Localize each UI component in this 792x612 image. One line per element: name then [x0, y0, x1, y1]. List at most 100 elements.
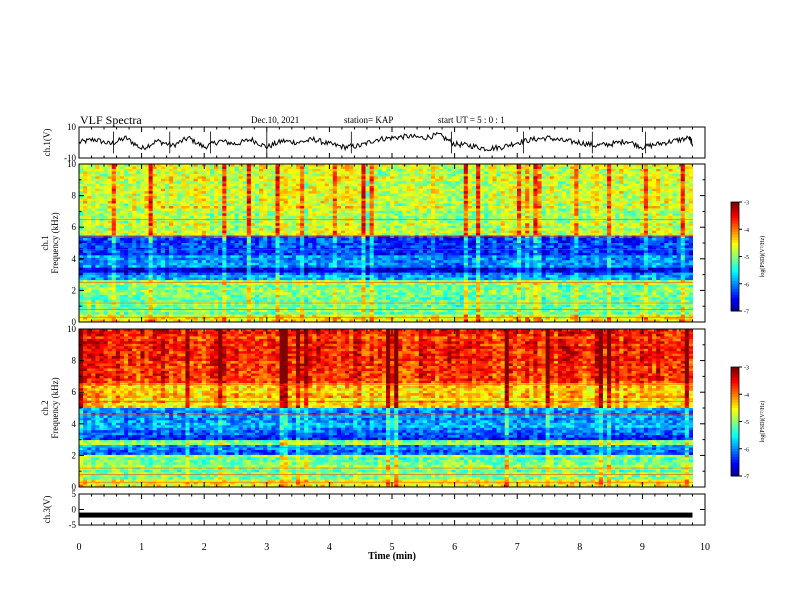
spec-y-tick-label: 4	[72, 419, 77, 429]
colorbar-segment	[731, 375, 739, 379]
colorbar-segment	[731, 302, 739, 307]
date-label: Dec.10, 2021	[251, 115, 300, 125]
ch3-y-tick-label: -5	[69, 520, 77, 530]
spec-y-tick-label: 0	[72, 317, 77, 327]
x-tick-label: 4	[327, 542, 332, 553]
ylabel-channel: ch.1	[40, 235, 50, 250]
colorbar-segment	[731, 294, 739, 298]
colorbar-segment	[731, 429, 739, 433]
colorbar-segment	[731, 440, 739, 444]
colorbar-segment	[731, 473, 739, 477]
ch1-spectrogram-cells	[79, 164, 694, 323]
colorbar-segment	[731, 369, 739, 373]
colorbar-segment	[731, 283, 739, 287]
colorbar-segment	[731, 202, 739, 206]
colorbar-segment	[731, 305, 739, 309]
x-axis-label: Time (min)	[368, 551, 416, 562]
colorbar-label: log(PSD)(V²/Hz)	[759, 236, 766, 277]
colorbar-tick-label: -4	[744, 228, 749, 234]
colorbar-segment	[731, 297, 739, 301]
ch1-frequency-ylabel: ch.1Frequency (kHz)	[40, 212, 60, 273]
colorbar-segment	[731, 432, 739, 436]
ch3-y-tick-label: 0	[72, 505, 77, 515]
x-tick-label: 9	[640, 542, 645, 553]
colorbar-segment	[731, 407, 739, 412]
x-tick-label: 7	[515, 542, 520, 553]
colorbar-segment	[731, 272, 739, 277]
ylabel-channel: ch.2	[40, 400, 50, 415]
colorbar-segment	[731, 388, 739, 393]
colorbar-segment	[731, 448, 739, 452]
spec-y-tick-label: 2	[72, 450, 77, 460]
ylabel-frequency: Frequency (kHz)	[50, 377, 60, 438]
colorbar-tick-label: -6	[744, 282, 749, 288]
colorbar-segment	[731, 215, 739, 219]
spec-y-tick-label: 8	[72, 356, 77, 366]
colorbar-segment	[731, 462, 739, 466]
ch1-voltage-series	[78, 131, 693, 152]
colorbar-segment	[731, 281, 739, 285]
spec-y-tick-label: 6	[72, 387, 77, 397]
colorbar-segment	[731, 372, 739, 376]
ylabel-frequency: Frequency (kHz)	[50, 212, 60, 273]
colorbar-segment	[731, 229, 739, 233]
colorbar-segment	[731, 286, 739, 290]
colorbar-segment	[731, 446, 739, 450]
colorbar-segment	[731, 443, 739, 447]
colorbar-segment	[731, 416, 739, 420]
colorbar-segment	[731, 470, 739, 474]
spec-y-tick-label: 6	[72, 222, 77, 232]
panels-layer	[78, 131, 739, 518]
x-tick-label: 0	[77, 542, 82, 553]
ch2-frequency-ylabel: ch.2Frequency (kHz)	[40, 377, 60, 438]
colorbar-tick-label: -7	[744, 475, 749, 481]
colorbar-segment	[731, 399, 739, 403]
colorbar-segment	[731, 459, 739, 463]
x-tick-label: 10	[700, 542, 710, 553]
colorbar-segment	[731, 289, 739, 293]
x-tick-label: 2	[202, 542, 207, 553]
colorbar-segment	[731, 245, 739, 249]
x-tick-label: 8	[577, 542, 582, 553]
colorbar-segment	[731, 226, 739, 230]
colorbar-segment	[731, 437, 739, 442]
colorbar-segment	[731, 251, 739, 255]
station-label: station= KAP	[344, 115, 394, 125]
colorbar-segment	[731, 218, 739, 222]
x-tick-label: 6	[452, 542, 457, 553]
ch2-spectrogram-cells	[79, 329, 694, 488]
colorbar-segment	[731, 394, 739, 398]
colorbar-segment	[731, 454, 739, 458]
x-tick-label: 3	[264, 542, 269, 553]
ch1-y-tick-label: 10	[67, 122, 77, 132]
colorbar-segment	[731, 256, 739, 260]
colorbar-segment	[731, 237, 739, 241]
spec-y-tick-label: 4	[72, 254, 77, 264]
ch3-voltage-series	[79, 512, 693, 518]
no-data-strip	[693, 164, 705, 322]
colorbar-segment	[731, 261, 739, 266]
chart-title: VLF Spectra	[80, 113, 142, 127]
ch1-voltage-ylabel: ch.1(V)	[42, 129, 52, 157]
colorbar-tick-label: -6	[744, 447, 749, 453]
colorbar-segment	[731, 240, 739, 244]
colorbar-segment	[731, 291, 739, 296]
colorbar-segment	[731, 418, 739, 422]
ch3-voltage-ylabel: ch.3(V)	[42, 496, 52, 524]
colorbar-tick-label: -5	[744, 255, 749, 261]
colorbar-segment	[731, 386, 739, 390]
colorbar-segment	[731, 259, 739, 263]
colorbar-segment	[731, 402, 739, 406]
colorbar-segment	[731, 380, 739, 384]
colorbar-segment	[731, 242, 739, 247]
colorbar-tick-label: -7	[744, 310, 749, 316]
colorbar-segment	[731, 300, 739, 304]
colorbar-segment	[731, 221, 739, 225]
colorbar-segment	[731, 451, 739, 455]
no-data-strip	[693, 329, 705, 487]
colorbar-segment	[731, 391, 739, 395]
spec-y-tick-label: 8	[72, 191, 77, 201]
colorbar-segment	[731, 465, 739, 469]
